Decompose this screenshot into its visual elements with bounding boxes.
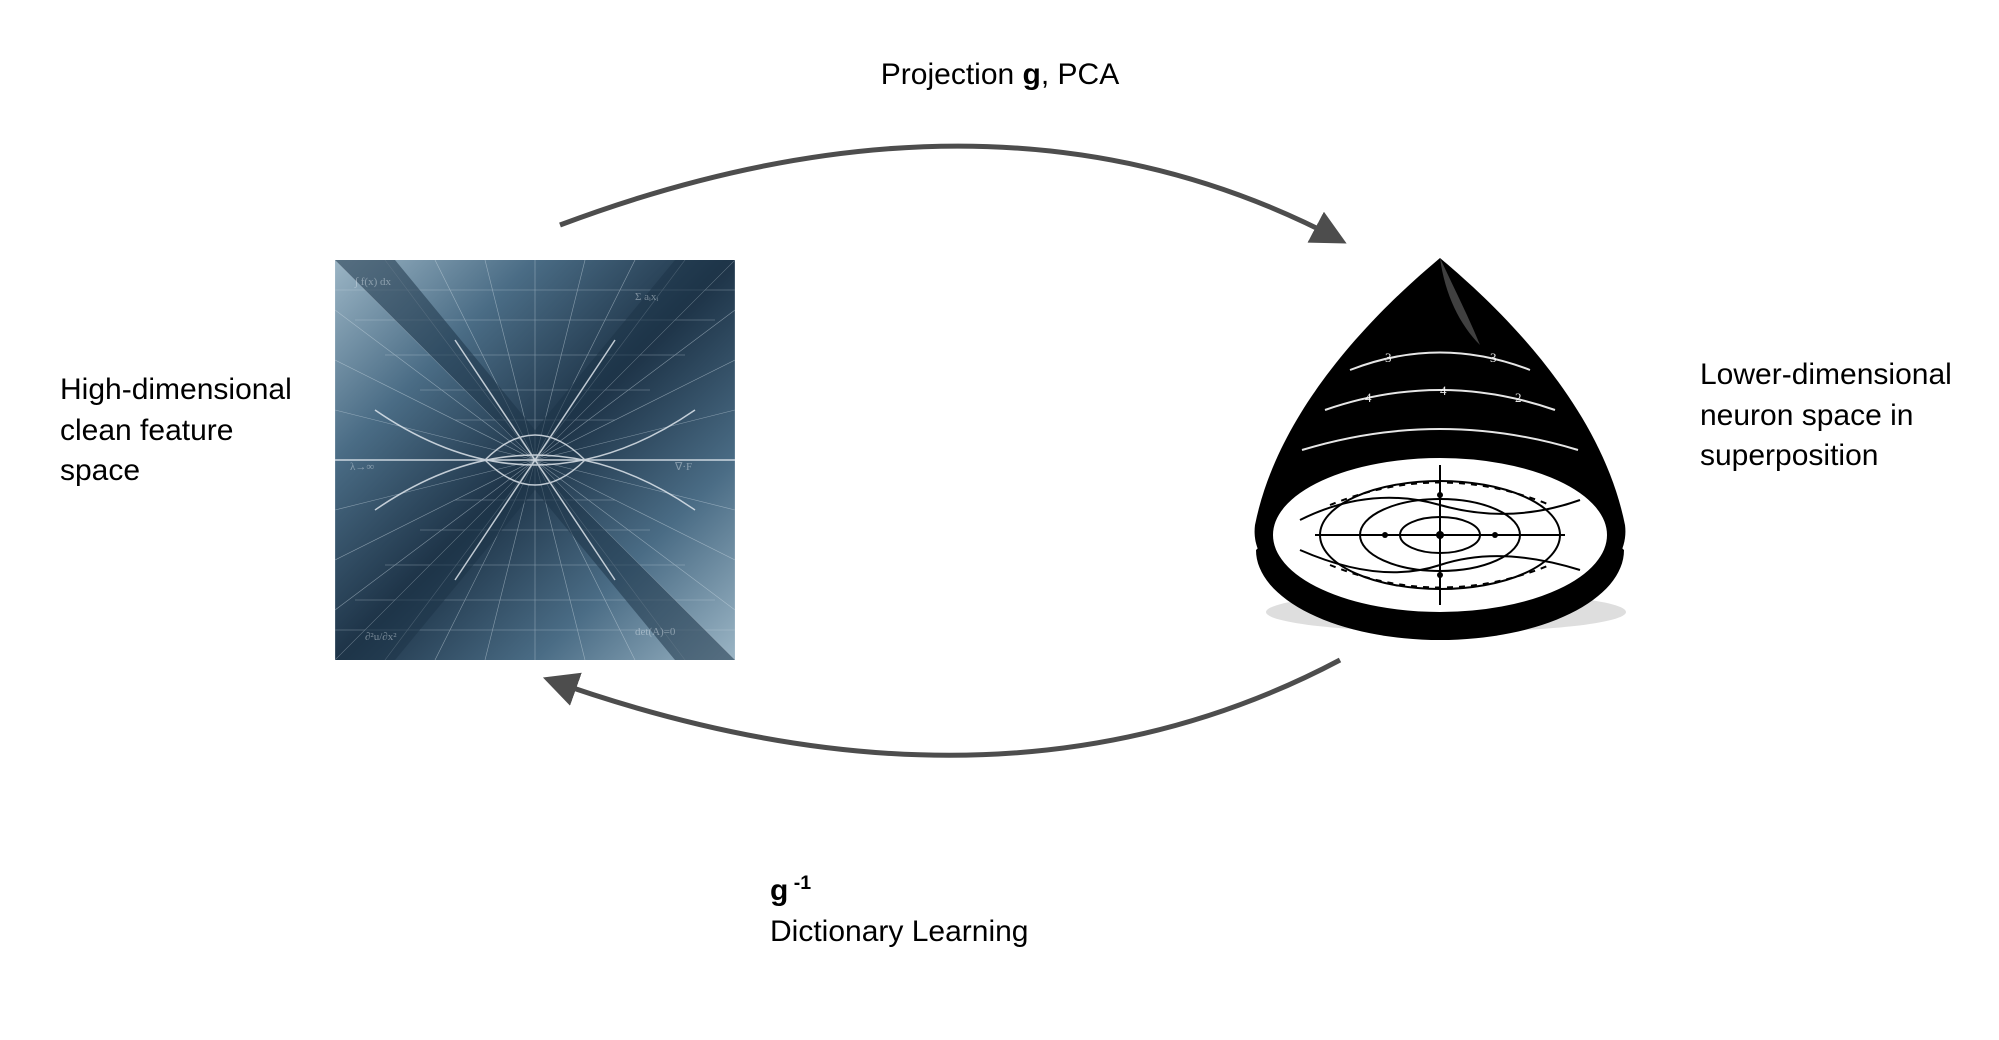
projection-label-prefix: Projection [881,58,1023,91]
projection-label-g: g [1023,58,1041,91]
projection-label: Projection g, PCA [700,55,1300,96]
left-node-label: High-dimensional clean feature space [60,370,320,492]
svg-text:λ→∞: λ→∞ [350,461,374,473]
svg-text:Σ aᵢxᵢ: Σ aᵢxᵢ [635,291,658,303]
svg-text:4: 4 [1365,390,1372,405]
projection-arrow [560,146,1340,240]
high-dim-space-image: ∫ f(x) dx Σ aᵢxᵢ ∂²u/∂x² det(A)=0 λ→∞ ∇·… [335,260,735,660]
projection-label-suffix: , PCA [1041,58,1119,91]
svg-text:4: 4 [1440,383,1447,398]
svg-text:∫ f(x) dx: ∫ f(x) dx [354,276,392,288]
dictionary-learning-label: g -1 Dictionary Learning [770,870,1370,952]
svg-text:3: 3 [1490,350,1497,365]
svg-text:2: 2 [1515,390,1522,405]
dictionary-learning-arrow [550,660,1340,755]
svg-text:det(A)=0: det(A)=0 [635,626,676,638]
right-node-label: Lower-dimensional neuron space in superp… [1700,355,1980,477]
dictionary-learning-text: Dictionary Learning [770,915,1028,948]
g-inverse-g: g [770,874,788,907]
low-dim-space-image: 3 3 4 4 2 [1230,250,1650,655]
g-inverse-exp: -1 [788,872,811,894]
svg-text:3: 3 [1385,350,1392,365]
svg-text:∂²u/∂x²: ∂²u/∂x² [365,631,397,643]
svg-text:∇·F: ∇·F [674,461,692,473]
